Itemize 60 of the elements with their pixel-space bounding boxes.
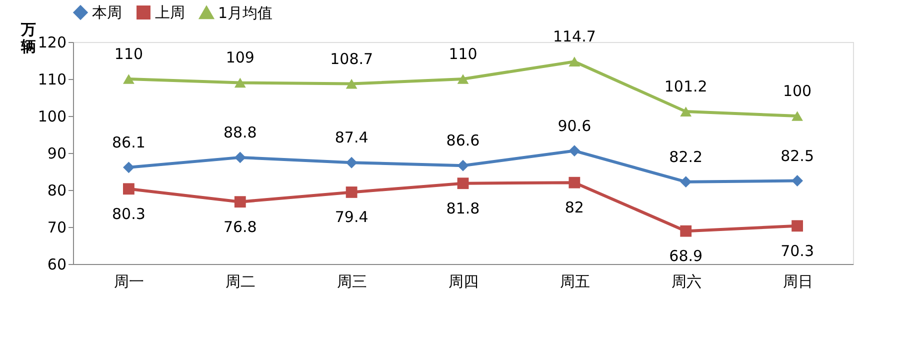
- y-tick-label: 90: [47, 144, 66, 162]
- data-label: 109: [226, 48, 254, 67]
- point: [457, 178, 469, 190]
- y-axis-title: 万辆: [20, 20, 36, 56]
- point: [234, 196, 246, 208]
- point: [568, 176, 580, 188]
- legend-label: 本周: [92, 4, 122, 22]
- point: [234, 152, 246, 164]
- data-label: 101.2: [664, 78, 708, 96]
- point: [346, 156, 358, 168]
- data-label: 108.7: [330, 50, 374, 68]
- point: [346, 78, 358, 89]
- data-label: 88.8: [223, 123, 257, 142]
- point: [457, 74, 469, 84]
- point: [457, 160, 469, 172]
- x-tick-label: 周日: [782, 272, 813, 290]
- point: [346, 186, 358, 198]
- data-label: 100: [782, 82, 812, 100]
- y-tick-label: 60: [47, 256, 66, 274]
- point: [792, 175, 803, 186]
- point: [792, 220, 803, 232]
- data-label: 68.9: [669, 247, 703, 266]
- y-tick-label: 100: [38, 108, 66, 126]
- point: [792, 111, 803, 121]
- point: [123, 162, 134, 174]
- data-label: 79.4: [334, 208, 368, 226]
- point: [123, 183, 134, 195]
- x-tick-label: 周四: [448, 272, 478, 290]
- point: [568, 56, 580, 67]
- data-label: 76.8: [223, 218, 257, 236]
- data-label: 86.1: [112, 133, 146, 152]
- point: [234, 78, 246, 88]
- legend-label: 上周: [155, 4, 185, 22]
- x-tick-label: 周二: [226, 272, 256, 290]
- point: [568, 145, 580, 156]
- point: [680, 106, 692, 116]
- x-tick-label: 周六: [671, 272, 702, 290]
- data-label: 82.2: [669, 148, 703, 166]
- x-tick-label: 周一: [114, 272, 144, 290]
- data-label: 86.6: [446, 132, 480, 150]
- point: [680, 225, 692, 237]
- data-label: 90.6: [558, 116, 592, 135]
- y-tick-label: 70: [47, 218, 66, 236]
- data-label: 81.8: [446, 199, 480, 218]
- x-tick-label: 周三: [337, 272, 368, 290]
- data-label: 87.4: [334, 128, 368, 147]
- point: [680, 176, 692, 188]
- data-label: 110: [114, 45, 144, 63]
- data-label: 110: [448, 45, 478, 63]
- data-label: 82.5: [780, 146, 814, 165]
- data-label: 80.3: [112, 204, 146, 223]
- data-label: 82: [564, 198, 584, 217]
- data-label: 114.7: [552, 28, 596, 46]
- legend-label: 1月均值: [218, 4, 273, 22]
- y-tick-label: 110: [38, 70, 66, 88]
- y-tick-label: 80: [47, 182, 66, 200]
- x-tick-label: 周五: [560, 272, 590, 290]
- y-tick-label: 120: [38, 34, 66, 52]
- data-label: 70.3: [780, 242, 814, 260]
- point: [123, 74, 134, 84]
